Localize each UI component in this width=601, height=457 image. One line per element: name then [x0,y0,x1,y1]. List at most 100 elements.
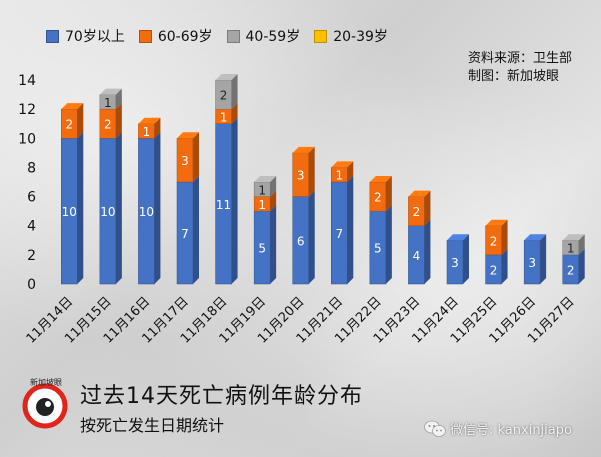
legend-swatch-60-69 [138,29,152,43]
bar-top [562,234,585,241]
bar-side [115,132,122,284]
bar-top [408,190,431,197]
source-note: 资料来源：卫生部 制图：新加坡眼 [468,50,572,86]
bar-side [347,161,354,182]
bar-side [347,176,354,284]
wechat-icon [424,420,446,437]
bar-side [231,117,238,284]
legend-label-70plus: 70岁以上 [65,29,125,45]
bar-side [270,176,277,197]
bar-side [270,190,277,212]
data-label: 2 [65,118,73,132]
data-label: 2 [490,263,498,277]
data-label: 10 [139,205,154,219]
bar-top [61,103,84,110]
bar-top [99,88,122,95]
y-tick-label: 6 [27,190,36,206]
bar-side [115,88,122,110]
data-label: 3 [297,169,305,183]
bar-side [385,205,392,284]
data-label: 6 [297,234,305,248]
data-label: 4 [413,249,421,263]
data-label: 1 [104,96,112,110]
legend-label-60-69: 60-69岁 [157,29,213,45]
chart-title: 过去14天死亡病例年龄分布 [80,384,363,409]
legend-swatch-40-59 [226,29,240,43]
credit-line: 制图：新加坡眼 [468,69,560,84]
bar-side [77,103,84,139]
data-label: 2 [567,263,575,277]
legend-item-70plus: 70岁以上 [46,26,125,46]
legend-item-60-69: 60-69岁 [138,26,213,46]
bar-side [308,190,315,284]
wechat-id: 微信号: kanxinjiapo [450,423,572,438]
legend-item-40-59: 40-59岁 [226,26,301,46]
bar-top [292,146,315,153]
data-label: 1 [143,125,151,139]
chart-subtitle: 按死亡发生日期统计 [80,416,225,435]
bar-top [177,132,199,139]
bar-side [77,132,84,284]
y-tick-label: 12 [18,102,36,118]
bar-top [138,117,161,124]
legend-label-40-59: 40-59岁 [245,29,301,45]
bar-top [215,74,238,80]
logo-icon [22,383,68,429]
bar-side [463,234,469,284]
bar-side [501,219,508,255]
bar-side [385,176,392,212]
bar-side [231,74,238,110]
bar-side [270,205,277,284]
data-label: 3 [451,256,459,270]
legend-swatch-20-39 [314,29,328,43]
data-label: 5 [258,242,266,256]
bar-top [331,161,354,168]
data-label: 2 [413,205,421,219]
legend-item-20-39: 20-39岁 [314,26,388,46]
data-label: 1 [220,110,228,124]
data-label: 2 [220,89,228,103]
data-label: 1 [258,198,266,212]
bar-side [424,219,431,284]
legend-label-20-39: 20-39岁 [333,29,388,45]
bar-side [308,146,315,197]
bar-top [447,234,469,241]
bar-top [524,234,547,241]
bar-top [485,219,508,226]
bar-side [115,103,122,139]
legend-swatch-70plus [46,29,59,43]
data-label: 1 [567,242,575,256]
y-tick-label: 8 [27,160,36,176]
bar-side [154,132,161,284]
bar-side [193,176,199,284]
source-line: 资料来源：卫生部 [468,51,573,66]
bar-side [193,132,199,182]
bar-side [154,117,161,139]
chart-title-block: 过去14天死亡病例年龄分布 按死亡发生日期统计 [80,378,363,436]
legend: 70岁以上 60-69岁 40-59岁 20-39岁 [46,26,388,46]
wechat-watermark: 微信号: kanxinjiapo [424,419,572,438]
y-tick-label: 14 [18,73,36,89]
bar-side [424,190,431,226]
data-label: 7 [335,227,343,241]
data-label: 1 [335,169,343,183]
y-tick-label: 2 [27,248,36,264]
data-label: 2 [374,191,382,205]
data-label: 3 [528,256,536,270]
data-label: 10 [62,205,77,219]
bar-side [501,248,508,284]
bar-side [578,248,585,284]
bar-top [369,176,392,182]
y-tick-label: 4 [27,219,36,235]
data-label: 1 [258,183,266,197]
data-label: 7 [181,227,189,241]
y-tick-label: 10 [18,131,36,147]
bar-side [231,103,238,124]
data-label: 11 [216,198,231,212]
logo-text: 新加坡眼 [30,378,62,387]
data-label: 5 [374,242,382,256]
y-tick-label: 0 [27,277,36,293]
bar-side [578,234,585,255]
data-label: 2 [104,118,112,132]
